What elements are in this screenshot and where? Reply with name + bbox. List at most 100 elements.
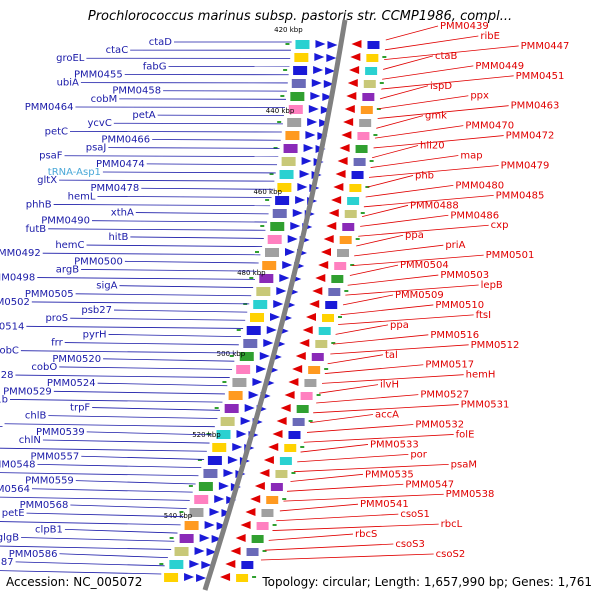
left-gene-label[interactable]: glgB: [0, 533, 19, 544]
right-gene-label[interactable]: ispD: [430, 81, 452, 92]
left-gene-label[interactable]: chlL: [0, 419, 3, 430]
left-gene-label[interactable]: psaJ: [86, 143, 107, 154]
left-gene-label[interactable]: hemL: [68, 191, 96, 202]
right-gene-label[interactable]: PMM0503: [440, 270, 489, 281]
right-gene-label[interactable]: PMM0463: [511, 101, 560, 112]
right-gene-label[interactable]: PMM0527: [420, 390, 469, 401]
left-gene-label[interactable]: PMM0548: [0, 459, 35, 470]
right-gene-label[interactable]: PMM0547: [405, 479, 454, 490]
right-gene-label[interactable]: ctaB: [435, 51, 458, 62]
right-gene-label[interactable]: rbcS: [355, 529, 377, 540]
left-gene-label[interactable]: PMM0520: [52, 354, 101, 365]
right-gene-label[interactable]: PMM0535: [365, 469, 414, 480]
left-gene-label[interactable]: PMM0564: [0, 484, 30, 495]
right-gene-label[interactable]: PMM0447: [521, 41, 570, 52]
left-gene-label[interactable]: chlB: [25, 411, 47, 422]
left-gene-label[interactable]: ubiA: [57, 78, 79, 89]
left-gene-label[interactable]: PMM0466: [101, 134, 150, 145]
right-gene-label[interactable]: PMM0472: [506, 131, 555, 142]
left-gene-label[interactable]: PMM0458: [112, 86, 161, 97]
right-gene-label[interactable]: PMM0533: [370, 439, 419, 450]
right-gene-label[interactable]: PMM0470: [465, 121, 514, 132]
left-gene-label[interactable]: cobM: [91, 94, 118, 105]
right-gene-label[interactable]: PMM0504: [400, 260, 449, 271]
right-gene-label[interactable]: phb: [415, 170, 434, 181]
right-gene-label[interactable]: PMM0510: [435, 300, 484, 311]
right-gene-label[interactable]: PMM0451: [516, 71, 565, 82]
right-gene-label[interactable]: PMM0501: [486, 250, 535, 261]
left-gene-label[interactable]: PMM0505: [25, 289, 74, 300]
left-gene-label[interactable]: gltX: [37, 175, 57, 186]
left-gene-label[interactable]: PMM0524: [47, 378, 96, 389]
left-gene-label[interactable]: ctaC: [106, 45, 129, 56]
left-gene-label[interactable]: hemC: [55, 240, 84, 251]
left-gene-label[interactable]: PMM0464: [25, 102, 74, 113]
left-gene-label[interactable]: PMM0539: [36, 427, 85, 438]
left-gene-label[interactable]: PMM0455: [74, 69, 123, 80]
right-gene-label[interactable]: csoS2: [436, 549, 466, 560]
right-gene-label[interactable]: PMM0486: [450, 210, 499, 221]
left-gene-label[interactable]: cobO: [31, 362, 57, 373]
right-gene-label[interactable]: psaM: [451, 459, 477, 470]
left-gene-label[interactable]: fabG: [143, 61, 167, 72]
left-gene-label[interactable]: clpB1: [35, 524, 63, 535]
right-gene-label[interactable]: PMM0532: [415, 419, 464, 430]
right-gene-label[interactable]: PMM0480: [455, 180, 504, 191]
left-gene-label[interactable]: PMM0500: [74, 256, 123, 267]
left-gene-label[interactable]: ctaD: [149, 37, 173, 48]
left-gene-label[interactable]: trpF: [70, 403, 90, 414]
left-gene-label[interactable]: proS: [45, 313, 68, 324]
right-gene-label[interactable]: PMM0485: [496, 190, 545, 201]
left-gene-label[interactable]: psb27: [81, 305, 112, 316]
right-gene-label[interactable]: rbcL: [441, 519, 463, 530]
right-gene-label[interactable]: ftsI: [476, 310, 491, 321]
left-gene-label[interactable]: PMM0498: [0, 273, 35, 284]
left-gene-label[interactable]: PMM0492: [0, 248, 41, 259]
left-gene-label[interactable]: petC: [45, 126, 68, 137]
left-gene-label[interactable]: tRNA-Asp1: [48, 167, 101, 178]
left-gene-label[interactable]: chlN: [19, 435, 41, 446]
right-gene-label[interactable]: ppa: [390, 320, 409, 331]
left-gene-label[interactable]: xthA: [111, 208, 134, 219]
right-gene-label[interactable]: tal: [385, 350, 398, 361]
left-gene-label[interactable]: pyrH: [83, 329, 107, 340]
left-gene-label[interactable]: PMM0587: [0, 557, 14, 568]
right-gene-label[interactable]: PMM0531: [461, 400, 510, 411]
left-gene-label[interactable]: groEL: [56, 53, 85, 64]
right-gene-label[interactable]: folE: [456, 429, 475, 440]
left-gene-label[interactable]: hitB: [108, 232, 128, 243]
left-gene-label[interactable]: PMM0514: [0, 321, 24, 332]
left-gene-label[interactable]: PMM0478: [91, 183, 140, 194]
left-gene-label[interactable]: sigA: [96, 281, 117, 292]
right-gene-label[interactable]: PMM0541: [360, 499, 409, 510]
left-gene-label[interactable]: PMM0490: [41, 216, 90, 227]
right-gene-label[interactable]: ppa: [405, 230, 424, 241]
right-gene-label[interactable]: por: [410, 449, 427, 460]
right-gene-label[interactable]: PMM0512: [471, 340, 520, 351]
left-gene-label[interactable]: futB: [26, 224, 47, 235]
right-gene-label[interactable]: lepB: [481, 280, 503, 291]
left-gene-label[interactable]: PMM0502: [0, 297, 30, 308]
left-gene-label[interactable]: frr: [51, 338, 63, 349]
right-gene-label[interactable]: priA: [445, 240, 465, 251]
right-gene-label[interactable]: cxp: [491, 220, 509, 231]
right-gene-label[interactable]: PMM0488: [410, 200, 459, 211]
right-gene-label[interactable]: ribE: [480, 31, 500, 42]
right-gene-label[interactable]: ppx: [470, 91, 489, 102]
right-gene-label[interactable]: ilvH: [380, 380, 399, 391]
left-gene-label[interactable]: cobC: [0, 346, 19, 357]
left-gene-label[interactable]: psaF: [39, 151, 63, 162]
right-gene-label[interactable]: hemH: [466, 370, 496, 381]
left-gene-label[interactable]: PMM0474: [96, 159, 145, 170]
left-gene-label[interactable]: argB: [56, 264, 79, 275]
right-gene-label[interactable]: map: [460, 151, 482, 162]
right-gene-label[interactable]: PMM0538: [446, 489, 495, 500]
left-gene-label[interactable]: rps1b: [0, 394, 8, 405]
left-gene-label[interactable]: petE: [2, 508, 25, 519]
right-gene-label[interactable]: PMM0449: [475, 61, 524, 72]
right-gene-label[interactable]: hli20: [420, 141, 445, 152]
left-gene-label[interactable]: PMM0559: [25, 476, 74, 487]
left-gene-label[interactable]: PMM0586: [9, 549, 58, 560]
right-gene-label[interactable]: accA: [375, 410, 399, 421]
right-gene-label[interactable]: PMM0439: [440, 21, 489, 32]
